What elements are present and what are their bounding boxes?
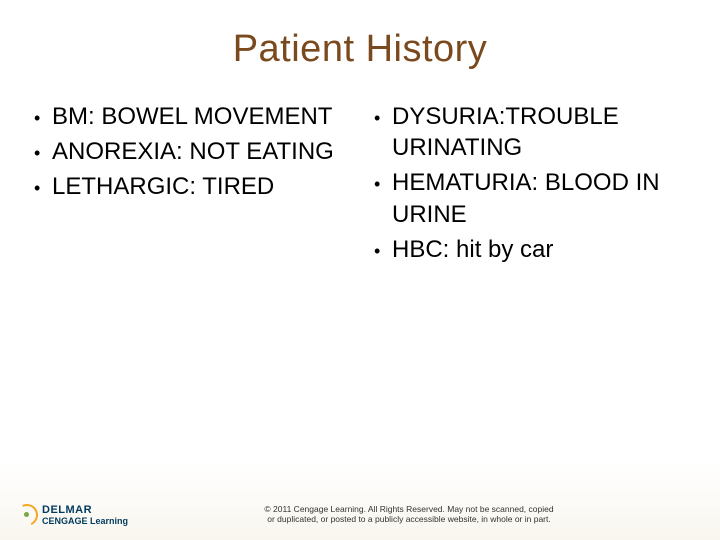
logo-text-block: DELMAR CENGAGE Learning	[42, 504, 128, 526]
list-item: • LETHARGIC: TIRED	[30, 171, 350, 202]
bullet-icon: •	[34, 148, 42, 159]
list-item: • ANOREXIA: NOT EATING	[30, 136, 350, 167]
bullet-text: BM: BOWEL MOVEMENT	[52, 101, 350, 132]
bullet-text: HEMATURIA: BLOOD IN URINE	[392, 167, 690, 229]
right-column: • DYSURIA:TROUBLE URINATING • HEMATURIA:…	[370, 101, 690, 269]
list-item: • BM: BOWEL MOVEMENT	[30, 101, 350, 132]
publisher-logo: DELMAR CENGAGE Learning	[16, 504, 128, 526]
list-item: • HBC: hit by car	[370, 234, 690, 265]
list-item: • HEMATURIA: BLOOD IN URINE	[370, 167, 690, 229]
bullet-icon: •	[374, 246, 382, 257]
slide-title: Patient History	[0, 0, 720, 71]
copyright-line: or duplicated, or posted to a publicly a…	[267, 514, 551, 524]
content-area: • BM: BOWEL MOVEMENT • ANOREXIA: NOT EAT…	[0, 71, 720, 269]
bullet-text: LETHARGIC: TIRED	[52, 171, 350, 202]
copyright-notice: © 2011 Cengage Learning. All Rights Rese…	[128, 504, 710, 526]
slide: Patient History • BM: BOWEL MOVEMENT • A…	[0, 0, 720, 540]
bullet-icon: •	[34, 113, 42, 124]
bullet-icon: •	[374, 179, 382, 190]
footer: DELMAR CENGAGE Learning © 2011 Cengage L…	[0, 504, 720, 526]
brand-name-top: DELMAR	[42, 504, 92, 516]
bullet-icon: •	[34, 183, 42, 194]
copyright-line: © 2011 Cengage Learning. All Rights Rese…	[264, 504, 553, 514]
bullet-text: ANOREXIA: NOT EATING	[52, 136, 350, 167]
swoosh-icon	[16, 504, 38, 526]
list-item: • DYSURIA:TROUBLE URINATING	[370, 101, 690, 163]
bullet-text: HBC: hit by car	[392, 234, 690, 265]
bullet-icon: •	[374, 113, 382, 124]
brand-name-bottom: CENGAGE Learning	[42, 516, 128, 526]
left-column: • BM: BOWEL MOVEMENT • ANOREXIA: NOT EAT…	[30, 101, 350, 269]
bullet-text: DYSURIA:TROUBLE URINATING	[392, 101, 690, 163]
